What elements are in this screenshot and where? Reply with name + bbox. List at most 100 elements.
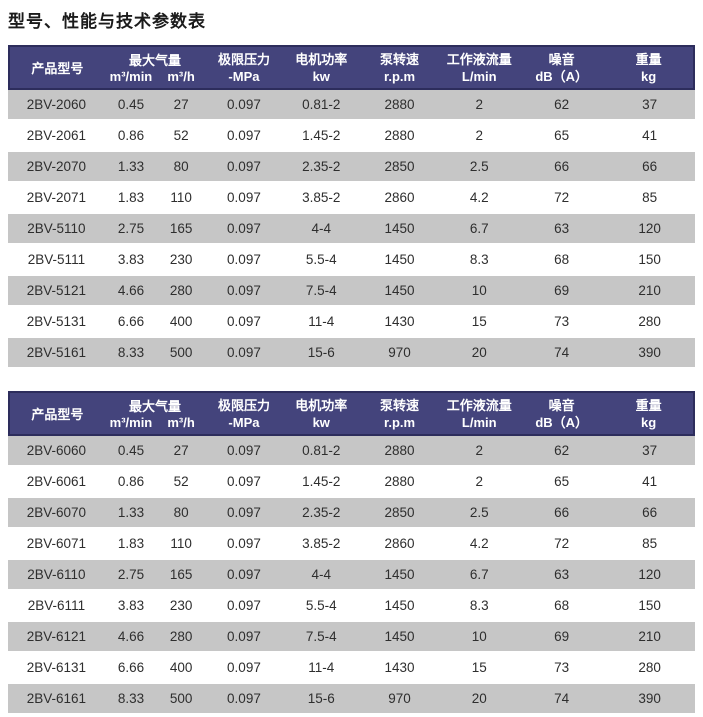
value-cell: 0.097: [205, 183, 283, 214]
value-cell: 66: [519, 152, 605, 183]
value-cell: 2: [439, 436, 520, 467]
value-cell: 970: [359, 684, 440, 715]
value-cell: 1450: [359, 276, 440, 307]
value-cell: 4.66: [104, 276, 158, 307]
value-cell: 37: [604, 90, 695, 121]
value-cell: 2: [439, 467, 520, 498]
value-cell: 1450: [359, 591, 440, 622]
value-cell: 85: [604, 183, 695, 214]
value-cell: 0.81-2: [282, 90, 360, 121]
col-header-weight-label: 重量: [635, 51, 662, 67]
col-header-pressure-unit: -MPa: [228, 414, 260, 430]
model-cell: 2BV-5121: [8, 276, 105, 307]
value-cell: 0.097: [205, 591, 283, 622]
value-cell: 66: [604, 152, 695, 183]
value-cell: 66: [604, 498, 695, 529]
col-header-noise-unit: dB（A）: [535, 68, 589, 84]
value-cell: 0.097: [205, 245, 283, 276]
value-cell: 2.75: [104, 214, 158, 245]
col-header-max-air: 最大气量: [104, 391, 206, 415]
value-cell: 74: [519, 338, 605, 369]
col-header-power-label: 电机功率: [295, 51, 348, 67]
value-cell: 210: [604, 622, 695, 653]
value-cell: 6.7: [439, 560, 520, 591]
model-cell: 2BV-6131: [8, 653, 105, 684]
table-row: 2BV-5131 6.66 400 0.097 11-4 1430 15 73 280: [8, 307, 695, 338]
value-cell: 4.66: [104, 622, 158, 653]
value-cell: 280: [157, 622, 206, 653]
value-cell: 3.83: [104, 245, 158, 276]
value-cell: 20: [439, 684, 520, 715]
value-cell: 400: [157, 653, 206, 684]
table-row: 2BV-6111 3.83 230 0.097 5.5-4 1450 8.3 68 150: [8, 591, 695, 622]
value-cell: 1450: [359, 622, 440, 653]
value-cell: 1450: [359, 214, 440, 245]
model-cell: 2BV-5131: [8, 307, 105, 338]
model-cell: 2BV-6071: [8, 529, 105, 560]
table-row: 2BV-2061 0.86 52 0.097 1.45-2 2880 2 65 41: [8, 121, 695, 152]
value-cell: 400: [157, 307, 206, 338]
col-header-m3h: m³/h: [157, 69, 206, 90]
value-cell: 62: [519, 90, 605, 121]
col-header-weight-unit: kg: [641, 68, 657, 84]
value-cell: 15-6: [282, 338, 360, 369]
value-cell: 1.33: [104, 152, 158, 183]
value-cell: 15: [439, 307, 520, 338]
value-cell: 280: [157, 276, 206, 307]
value-cell: 1.33: [104, 498, 158, 529]
value-cell: 110: [157, 183, 206, 214]
table-row: 2BV-5161 8.33 500 0.097 15-6 970 20 74 390: [8, 338, 695, 369]
col-header-flow-label: 工作液流量: [446, 51, 512, 67]
value-cell: 210: [604, 276, 695, 307]
col-header-model: 产品型号: [8, 391, 105, 436]
col-header-pressure: 极限压力 -MPa: [205, 45, 283, 90]
value-cell: 0.097: [205, 529, 283, 560]
value-cell: 110: [157, 529, 206, 560]
value-cell: 0.45: [104, 436, 158, 467]
value-cell: 120: [604, 560, 695, 591]
value-cell: 6.66: [104, 307, 158, 338]
value-cell: 1430: [359, 653, 440, 684]
value-cell: 74: [519, 684, 605, 715]
col-header-power-unit: kw: [312, 414, 330, 430]
value-cell: 2850: [359, 152, 440, 183]
model-cell: 2BV-5161: [8, 338, 105, 369]
spec-table-2bv6: 产品型号 最大气量 极限压力 -MPa 电机功率 kw 泵转速 r.p.m 工作…: [8, 391, 695, 715]
value-cell: 20: [439, 338, 520, 369]
table-row: 2BV-2060 0.45 27 0.097 0.81-2 2880 2 62 37: [8, 90, 695, 121]
value-cell: 5.5-4: [282, 245, 360, 276]
col-header-speed-unit: r.p.m: [384, 414, 416, 430]
value-cell: 0.097: [205, 214, 283, 245]
value-cell: 15: [439, 653, 520, 684]
value-cell: 2.35-2: [282, 498, 360, 529]
model-cell: 2BV-6110: [8, 560, 105, 591]
col-header-noise-unit: dB（A）: [535, 414, 589, 430]
value-cell: 8.3: [439, 591, 520, 622]
value-cell: 0.86: [104, 467, 158, 498]
value-cell: 0.45: [104, 90, 158, 121]
value-cell: 69: [519, 622, 605, 653]
value-cell: 7.5-4: [282, 622, 360, 653]
table-row: 2BV-5121 4.66 280 0.097 7.5-4 1450 10 69 210: [8, 276, 695, 307]
value-cell: 6.7: [439, 214, 520, 245]
value-cell: 2.35-2: [282, 152, 360, 183]
value-cell: 0.097: [205, 498, 283, 529]
value-cell: 0.097: [205, 152, 283, 183]
value-cell: 72: [519, 183, 605, 214]
table-row: 2BV-6131 6.66 400 0.097 11-4 1430 15 73 280: [8, 653, 695, 684]
value-cell: 41: [604, 467, 695, 498]
table-row: 2BV-6070 1.33 80 0.097 2.35-2 2850 2.5 66 66: [8, 498, 695, 529]
value-cell: 120: [604, 214, 695, 245]
model-cell: 2BV-2061: [8, 121, 105, 152]
value-cell: 0.097: [205, 90, 283, 121]
value-cell: 0.097: [205, 121, 283, 152]
value-cell: 280: [604, 307, 695, 338]
col-header-power: 电机功率 kw: [282, 45, 360, 90]
table-header: 产品型号 最大气量 极限压力 -MPa 电机功率 kw 泵转速 r.p.m 工作…: [8, 391, 695, 436]
value-cell: 4-4: [282, 560, 360, 591]
value-cell: 65: [519, 121, 605, 152]
value-cell: 3.85-2: [282, 529, 360, 560]
model-cell: 2BV-5110: [8, 214, 105, 245]
value-cell: 0.097: [205, 622, 283, 653]
